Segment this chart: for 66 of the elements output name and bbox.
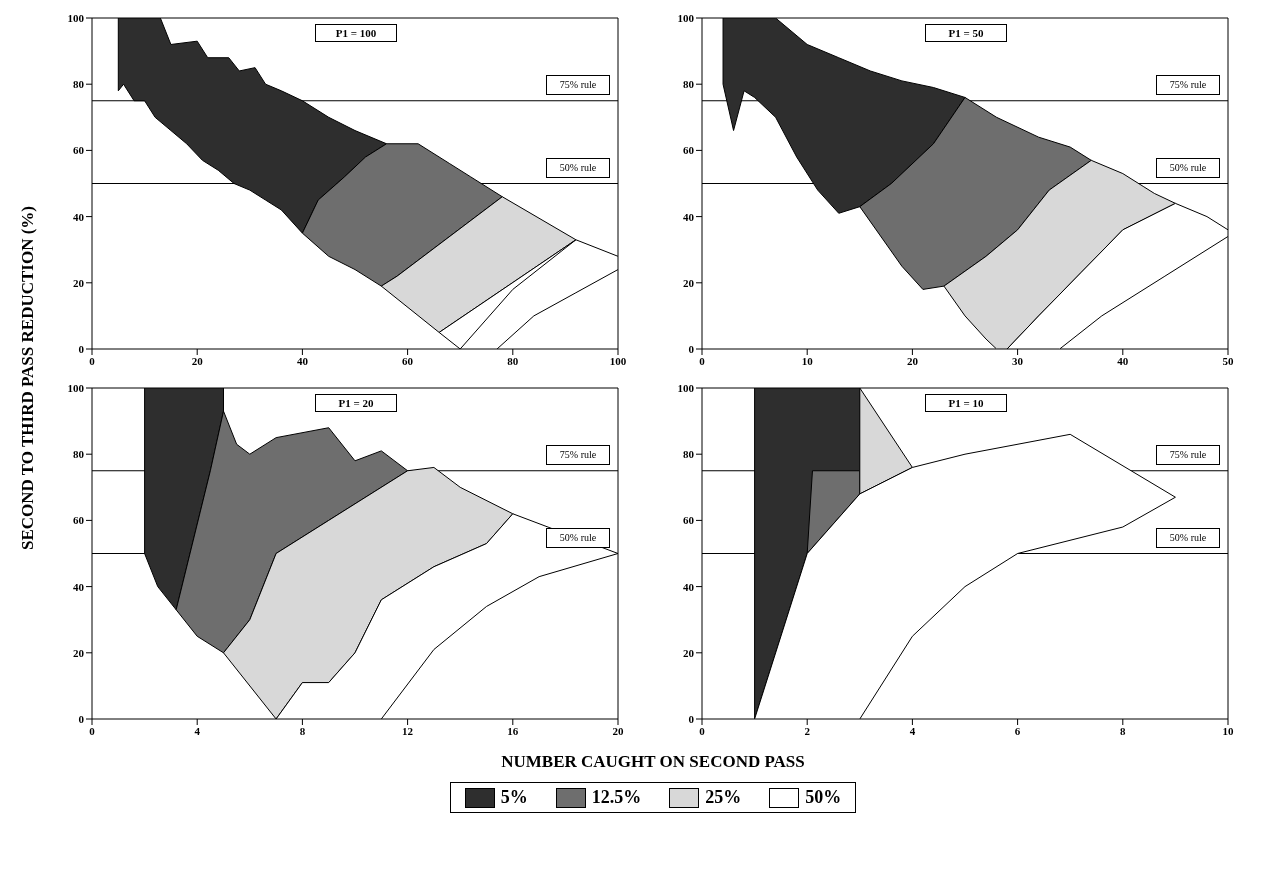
x-tick-label: 0 xyxy=(699,724,706,737)
x-tick-label: 4 xyxy=(909,724,916,737)
x-tick-label: 12 xyxy=(402,724,414,737)
y-tick-label: 20 xyxy=(73,646,85,659)
y-tick-label: 80 xyxy=(683,78,695,91)
x-tick-label: 30 xyxy=(1012,354,1024,367)
x-tick-label: 8 xyxy=(299,724,306,737)
ref-line-label: 75% rule xyxy=(1156,444,1220,465)
x-tick-label: 20 xyxy=(191,354,204,367)
x-tick-label: 0 xyxy=(89,354,96,367)
y-tick-label: 100 xyxy=(677,11,695,24)
y-tick-label: 40 xyxy=(73,580,85,593)
y-tick-label: 0 xyxy=(78,712,85,725)
legend-label: 25% xyxy=(705,787,742,808)
x-tick-label: 0 xyxy=(89,724,96,737)
text: P1 = 20 xyxy=(315,394,397,412)
legend-label: 5% xyxy=(500,787,528,808)
y-tick-label: 60 xyxy=(73,144,85,157)
y-tick-label: 0 xyxy=(688,712,695,725)
x-tick-label: 4 xyxy=(194,724,201,737)
legend-label: 12.5% xyxy=(591,787,642,808)
y-tick-label: 60 xyxy=(683,514,695,527)
y-tick-label: 0 xyxy=(688,342,695,355)
x-tick-label: 10 xyxy=(1222,724,1234,737)
x-tick-label: 2 xyxy=(804,724,811,737)
y-tick-label: 40 xyxy=(683,580,695,593)
y-tick-label: 80 xyxy=(73,448,85,461)
ref-line-label: 50% rule xyxy=(1156,527,1220,548)
y-tick-label: 100 xyxy=(67,11,85,24)
y-tick-label: 100 xyxy=(67,381,85,394)
x-tick-label: 16 xyxy=(507,724,519,737)
x-tick-label: 8 xyxy=(1120,724,1127,737)
x-axis-title: NUMBER CAUGHT ON SECOND PASS xyxy=(500,752,806,772)
y-tick-label: 60 xyxy=(683,144,695,157)
y-tick-label: 60 xyxy=(73,514,85,527)
y-tick-label: 20 xyxy=(683,276,695,289)
x-tick-label: 10 xyxy=(801,354,814,367)
ref-line-label: 50% rule xyxy=(546,527,610,548)
x-tick-label: 50 xyxy=(1222,354,1234,367)
ref-line-label: 75% rule xyxy=(546,444,610,465)
y-tick-label: 20 xyxy=(683,646,695,659)
ref-line-label: 50% rule xyxy=(1156,157,1220,178)
x-tick-label: 60 xyxy=(402,354,414,367)
text: P1 = 50 xyxy=(925,24,1007,42)
x-tick-label: 6 xyxy=(1014,724,1021,737)
y-tick-label: 80 xyxy=(73,78,85,91)
y-tick-label: 0 xyxy=(78,342,85,355)
y-tick-label: 20 xyxy=(73,276,85,289)
x-tick-label: 20 xyxy=(612,724,624,737)
x-tick-label: 40 xyxy=(296,354,309,367)
x-tick-label: 20 xyxy=(906,354,919,367)
x-tick-label: 80 xyxy=(507,354,519,367)
text: P1 = 100 xyxy=(315,24,397,42)
y-tick-label: 40 xyxy=(683,210,695,223)
text: P1 = 10 xyxy=(925,394,1007,412)
ref-line-label: 50% rule xyxy=(546,157,610,178)
x-tick-label: 0 xyxy=(699,354,706,367)
legend-label: 50% xyxy=(805,787,842,808)
y-tick-label: 100 xyxy=(677,381,695,394)
y-axis-title: SECOND TO THIRD PASS REDUCTION (%) xyxy=(18,205,38,551)
ref-line-label: 75% rule xyxy=(546,74,610,95)
y-tick-label: 40 xyxy=(73,210,85,223)
x-tick-label: 100 xyxy=(609,354,627,367)
ref-line-label: 75% rule xyxy=(1156,74,1220,95)
x-tick-label: 40 xyxy=(1117,354,1129,367)
y-tick-label: 80 xyxy=(683,448,695,461)
